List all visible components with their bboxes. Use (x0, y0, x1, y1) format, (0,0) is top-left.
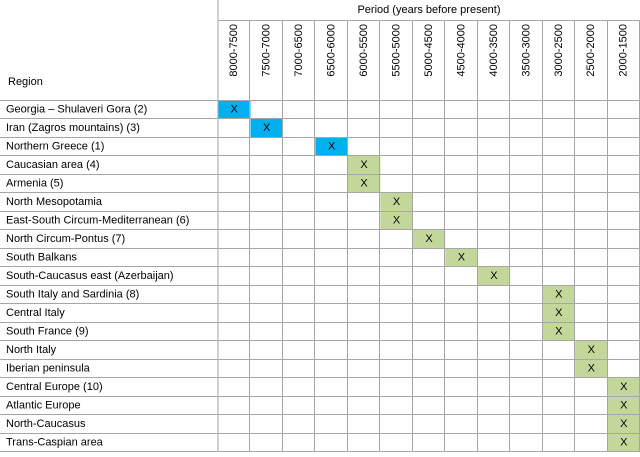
region-label: North-Caucasus (6, 418, 86, 430)
cell-mark: X (620, 400, 628, 412)
region-label: Central Italy (6, 307, 65, 319)
region-label: East-South Circum-Mediterranean (6) (6, 215, 189, 227)
period-label: 5500-5000 (390, 24, 402, 77)
highlight-cell (542, 322, 576, 341)
cell-mark: X (231, 104, 239, 116)
region-label: Caucasian area (4) (6, 159, 100, 171)
highlight-cell (575, 341, 608, 360)
cell-mark: X (458, 252, 466, 264)
highlight-cell (607, 433, 640, 452)
cell-mark: X (555, 307, 563, 319)
highlight-cell (607, 378, 640, 397)
region-label: Trans-Caspian area (6, 437, 104, 449)
highlight-cell (542, 285, 576, 304)
cell-mark: X (360, 178, 368, 190)
cell-mark: X (588, 363, 596, 375)
region-label: South Balkans (6, 252, 77, 264)
region-label: Iran (Zagros mountains) (3) (6, 122, 140, 134)
region-label: Northern Greece (1) (6, 141, 104, 153)
period-label: 2000-1500 (618, 24, 630, 77)
region-label: South Italy and Sardinia (8) (6, 289, 139, 301)
highlight-cell (250, 119, 283, 138)
region-label: South-Caucasus east (Azerbaijan) (6, 270, 174, 282)
highlight-cell (607, 415, 640, 434)
cell-mark: X (393, 215, 401, 227)
region-header: Region (8, 76, 43, 88)
period-label: 4000-3500 (488, 24, 500, 77)
cell-mark: X (620, 437, 628, 449)
highlight-cell (380, 193, 413, 212)
cell-mark: X (620, 381, 628, 393)
period-label: 8000-7500 (228, 24, 240, 77)
highlight-cell (607, 396, 640, 415)
period-label: 5000-4500 (423, 24, 435, 77)
cell-mark: X (555, 326, 563, 338)
cell-mark: X (490, 270, 498, 282)
cell-mark: X (425, 233, 433, 245)
region-label: Central Europe (10) (6, 381, 103, 393)
highlight-cell (445, 248, 478, 267)
highlight-cell (347, 156, 381, 175)
period-label: 2500-2000 (585, 24, 597, 77)
period-label: 7000-6500 (293, 24, 305, 77)
cell-mark: X (393, 196, 401, 208)
highlight-cell (218, 100, 251, 119)
period-header: Period (years before present) (357, 4, 500, 16)
cell-mark: X (328, 141, 336, 153)
region-label: South France (9) (6, 326, 89, 338)
highlight-cell (380, 211, 413, 230)
region-label: Georgia – Shulaveri Gora (2) (6, 104, 147, 116)
period-label: 3000-2500 (553, 24, 565, 77)
highlight-cell (347, 174, 381, 193)
period-label: 7500-7000 (261, 24, 273, 77)
region-label: North Italy (6, 344, 57, 356)
period-label: 6000-5500 (358, 24, 370, 77)
highlight-cell (315, 137, 348, 156)
region-label: Atlantic Europe (6, 400, 81, 412)
cell-mark: X (620, 418, 628, 430)
region-label: North Mesopotamia (6, 196, 103, 208)
region-label: North Circum-Pontus (7) (6, 233, 125, 245)
cell-mark: X (555, 289, 563, 301)
highlight-cell (477, 267, 511, 286)
period-label: 3500-3000 (520, 24, 532, 77)
region-label: Iberian peninsula (6, 363, 91, 375)
region-label: Armenia (5) (6, 178, 63, 190)
highlight-cell (575, 359, 608, 378)
period-label: 4500-4000 (455, 24, 467, 77)
highlight-cell (542, 304, 576, 323)
period-label: 6500-6000 (326, 24, 338, 77)
cell-mark: X (588, 344, 596, 356)
cell-mark: X (263, 122, 271, 134)
highlight-cell (412, 230, 446, 249)
cell-mark: X (360, 159, 368, 171)
